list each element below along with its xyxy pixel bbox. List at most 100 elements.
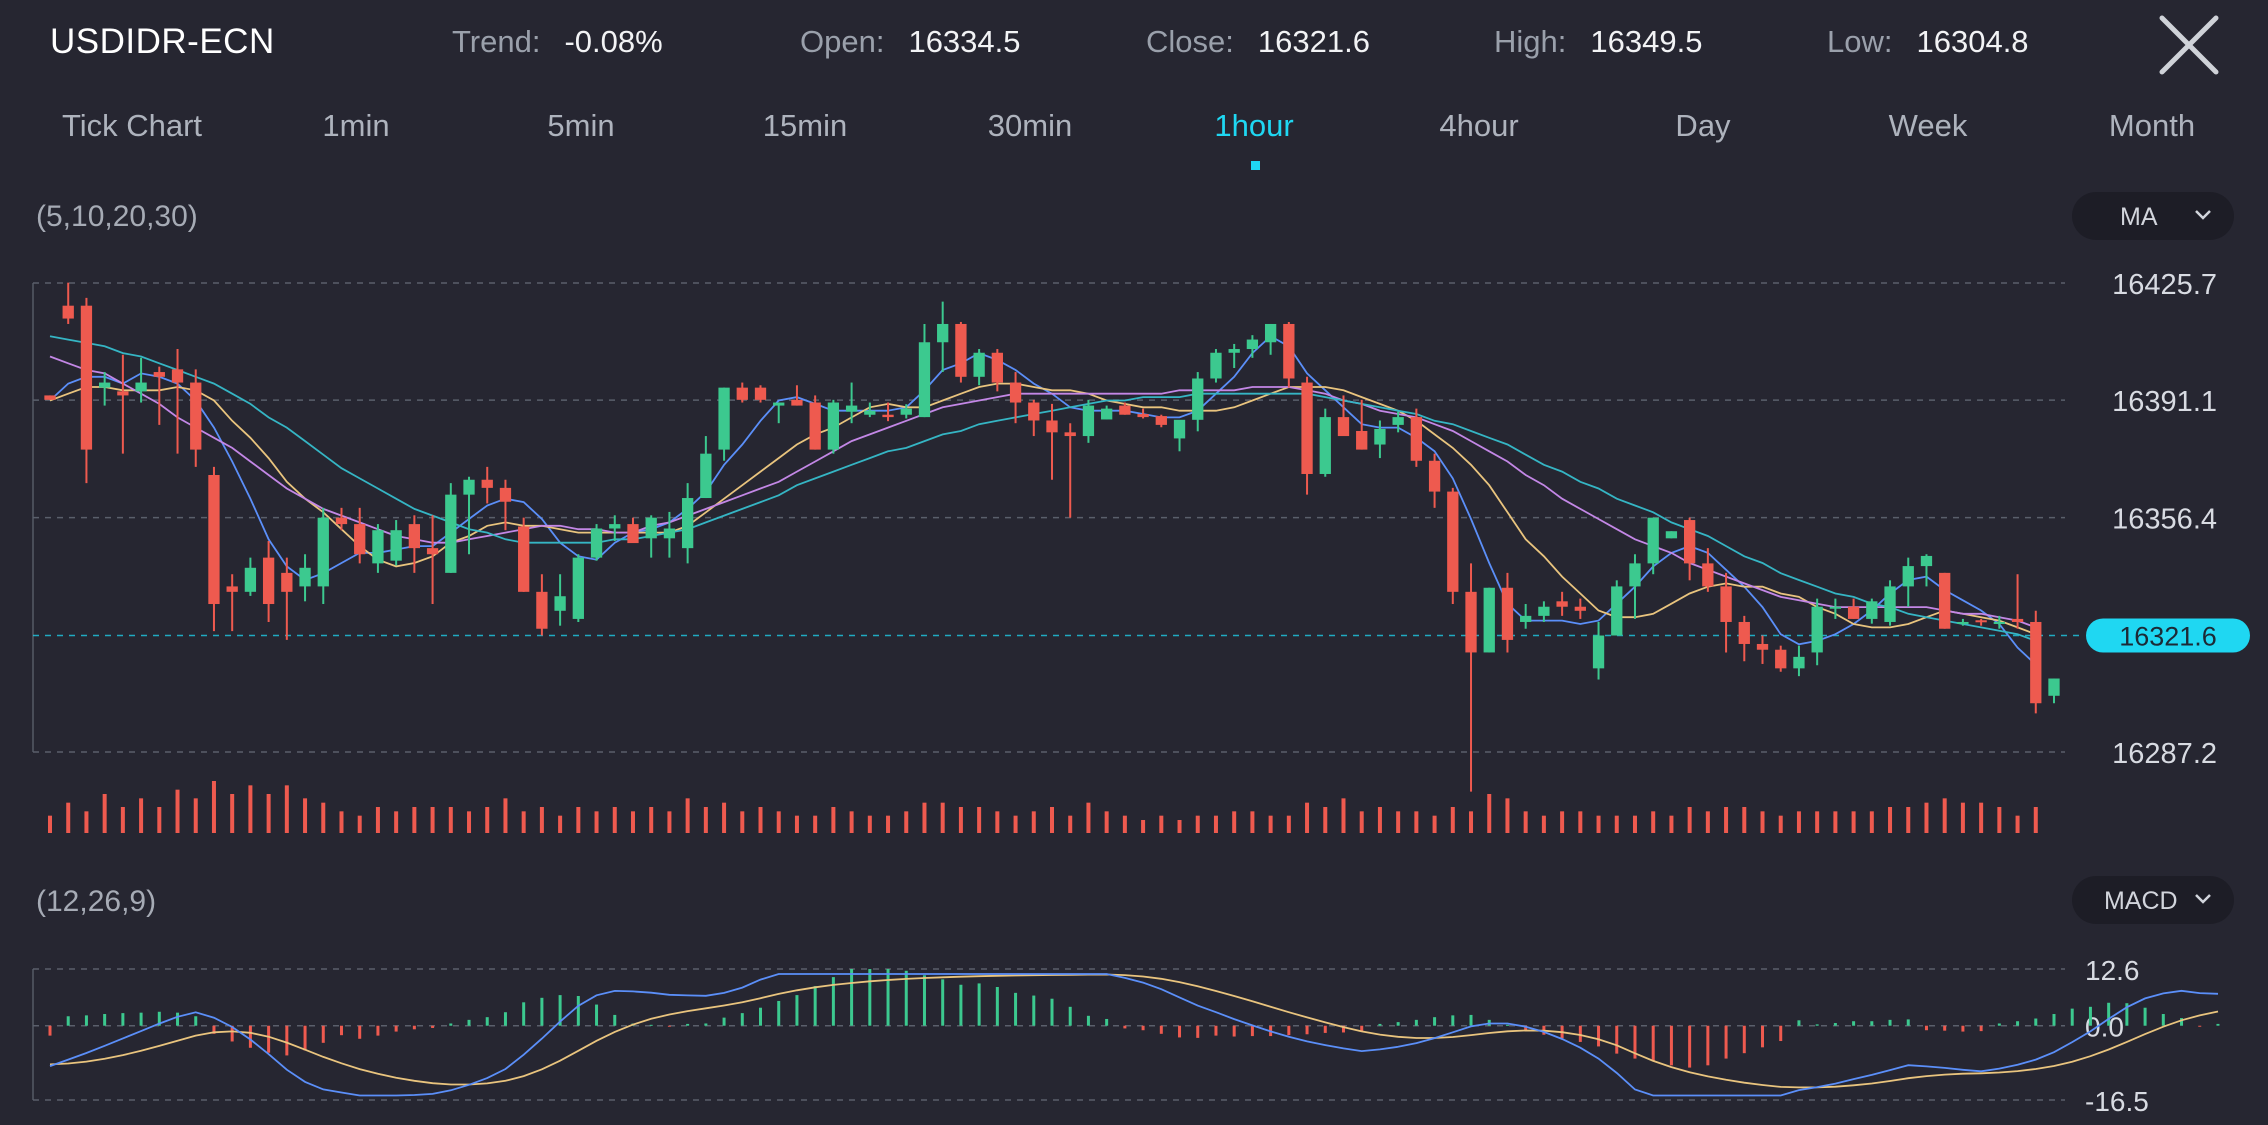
candle [973, 349, 985, 386]
volume-bar [922, 802, 927, 833]
volume-bar [1523, 811, 1528, 833]
macd-histogram-bar [595, 1004, 599, 1026]
volume-bar [867, 815, 872, 833]
candle-body [135, 382, 147, 392]
candle [1520, 604, 1532, 629]
candle-body [718, 387, 730, 450]
candle [1356, 399, 1368, 450]
high-value: 16349.5 [1590, 24, 1703, 59]
macd-histogram-bar [686, 1023, 690, 1026]
candle-body [1520, 615, 1532, 622]
volume-bar [904, 811, 909, 833]
candle-body [900, 408, 912, 415]
tab-week[interactable]: Week [1888, 108, 1968, 143]
volume-bar [995, 811, 1000, 833]
macd-histogram-bar [2143, 1007, 2147, 1026]
tab-5min[interactable]: 5min [547, 108, 615, 143]
candle [226, 574, 238, 632]
candle [791, 385, 803, 406]
ma-line-ma5 [49, 335, 2037, 666]
candle [426, 515, 439, 605]
volume-bar [1815, 811, 1820, 833]
volume-bar [120, 807, 125, 833]
volume-bar [1724, 807, 1729, 833]
macd-line [49, 973, 2219, 1097]
volume-bar [1396, 811, 1401, 833]
ma-indicator-select[interactable]: MA [2072, 192, 2234, 240]
candle-body [1866, 601, 1878, 619]
volume-bar [1541, 815, 1546, 833]
candle [117, 354, 129, 454]
volume-bar [1942, 798, 1947, 833]
macd-histogram-bar [431, 1025, 435, 1028]
volume-bar [558, 815, 563, 833]
candle-body [1556, 601, 1568, 607]
volume-bar [412, 807, 417, 833]
candle [1319, 408, 1331, 477]
current-price-badge [2086, 618, 2250, 653]
volume-bar [1359, 811, 1364, 833]
volume-bar [1341, 798, 1346, 833]
macd-histogram-bar [1924, 1025, 1928, 1031]
candle-body [1957, 621, 1969, 624]
symbol-title: USDIDR-ECN [50, 22, 275, 61]
candle [463, 476, 475, 555]
tab-4hour[interactable]: 4hour [1439, 108, 1519, 143]
candle [135, 357, 147, 403]
candle [518, 517, 530, 592]
macd-histogram-bar [503, 1012, 507, 1026]
candle [1155, 414, 1167, 428]
macd-histogram-bar [1196, 1025, 1200, 1038]
tab-tick-chart[interactable]: Tick Chart [61, 108, 203, 143]
candle [1501, 572, 1514, 653]
candle-body [663, 528, 676, 539]
macd-histogram-bar [376, 1025, 380, 1036]
candle-body [590, 528, 603, 558]
candle-body [1920, 555, 1933, 567]
candle-body [864, 410, 876, 415]
candle-body [408, 524, 421, 549]
tab-month[interactable]: Month [2108, 108, 2196, 143]
macd-histogram-bar [1961, 1025, 1965, 1032]
candle [262, 541, 275, 622]
candle [2011, 574, 2024, 629]
tab-15min[interactable]: 15min [762, 108, 848, 143]
candle [918, 323, 931, 418]
volume-bar [321, 802, 326, 833]
macd-histogram-bar [48, 1025, 52, 1036]
low-label: Low: [1827, 24, 1893, 59]
candle-body [390, 530, 402, 561]
candle-body [1683, 520, 1696, 564]
macd-histogram-bar [1032, 995, 1036, 1026]
macd-histogram-bar [2216, 1023, 2220, 1026]
macd-histogram-bar [157, 1011, 161, 1026]
volume-bar [1050, 807, 1054, 833]
volume-bar [758, 807, 763, 833]
candle-body [499, 487, 512, 502]
macd-histogram-bar [1214, 1025, 1218, 1036]
volume-bar [266, 794, 271, 833]
macd-indicator-select[interactable]: MACD [2072, 876, 2234, 924]
tab-day[interactable]: Day [1675, 108, 1731, 143]
volume-bar [303, 798, 308, 833]
macd-histogram-bar [1578, 1025, 1582, 1042]
volume-bar [1305, 802, 1310, 833]
candle [481, 466, 493, 504]
candle [827, 399, 840, 454]
tab-30min[interactable]: 30min [987, 108, 1073, 143]
tab-1hour[interactable]: 1hour [1214, 108, 1294, 143]
volume-bar [375, 807, 380, 833]
macd-histogram-bar [576, 996, 580, 1026]
volume-bar [977, 807, 982, 833]
candle [1465, 563, 1477, 792]
price-tick-label: 16287.2 [2112, 738, 2217, 770]
close-button[interactable] [2158, 14, 2220, 76]
close-icon [2159, 15, 2219, 75]
macd-histogram-bar [394, 1025, 398, 1032]
candle [1556, 591, 1568, 616]
candle-body [1647, 517, 1659, 564]
volume-bar [66, 802, 71, 833]
volume-bar [1997, 807, 2002, 833]
tab-1min[interactable]: 1min [322, 108, 390, 143]
